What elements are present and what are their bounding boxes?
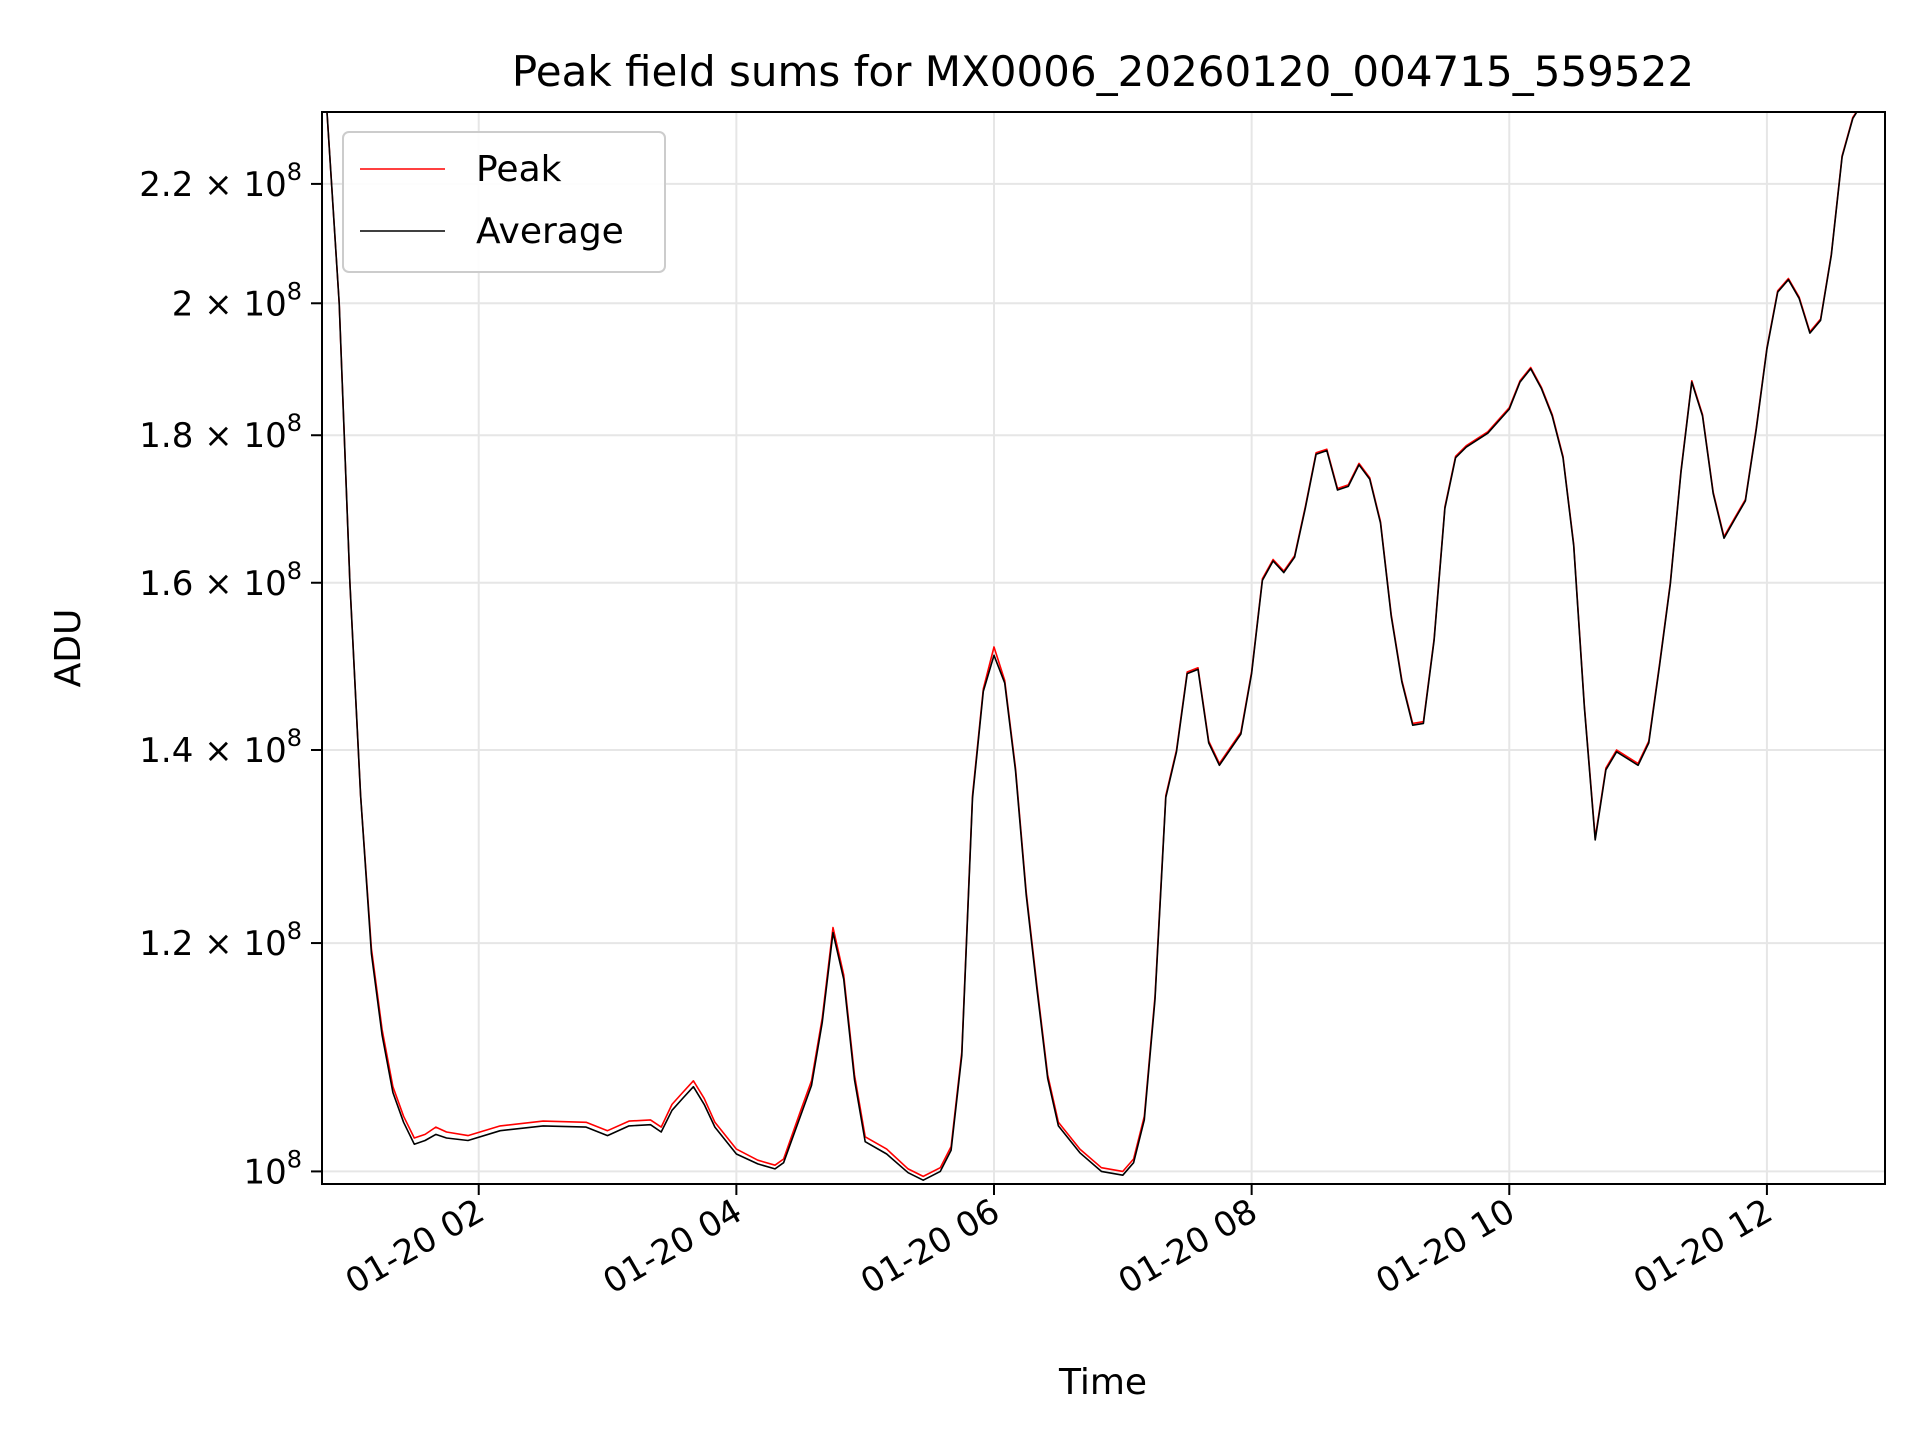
y-tick-label: 1.2 × 108 <box>139 917 302 964</box>
y-tick-label: 108 <box>243 1145 302 1192</box>
x-tick-label: 01-20 12 <box>1627 1191 1779 1302</box>
ticks: 01-20 02 01-20 04 01-20 06 01-20 08 01-20 10… <box>139 158 1779 1302</box>
x-tick-label: 01-20 02 <box>339 1191 491 1302</box>
y-tick-label: 2.2 × 108 <box>139 158 302 205</box>
chart-title: Peak field sums for MX0006_20260120_0047… <box>512 47 1694 96</box>
legend: Peak Average <box>342 131 666 273</box>
x-tick-label: 01-20 06 <box>854 1191 1006 1302</box>
y-tick-label: 2 × 108 <box>172 277 302 324</box>
y-tick-label: 1.4 × 108 <box>139 724 302 771</box>
y-axis-label: ADU <box>48 609 89 688</box>
x-tick-label: 01-20 08 <box>1112 1191 1264 1302</box>
plot-frame <box>321 111 1886 1185</box>
legend-label-average: Average <box>476 211 624 252</box>
y-tick-label: 1.8 × 108 <box>139 409 302 456</box>
series-group <box>326 112 1858 1181</box>
x-tick-label: 01-20 04 <box>596 1191 748 1302</box>
y-tick-label: 1.6 × 108 <box>139 557 302 604</box>
legend-label-peak: Peak <box>476 149 562 190</box>
grid <box>322 112 1885 1184</box>
x-axis-label: Time <box>1058 1362 1147 1403</box>
legend-box <box>342 131 666 273</box>
series-line-average <box>326 112 1858 1181</box>
x-tick-label: 01-20 10 <box>1369 1191 1521 1302</box>
